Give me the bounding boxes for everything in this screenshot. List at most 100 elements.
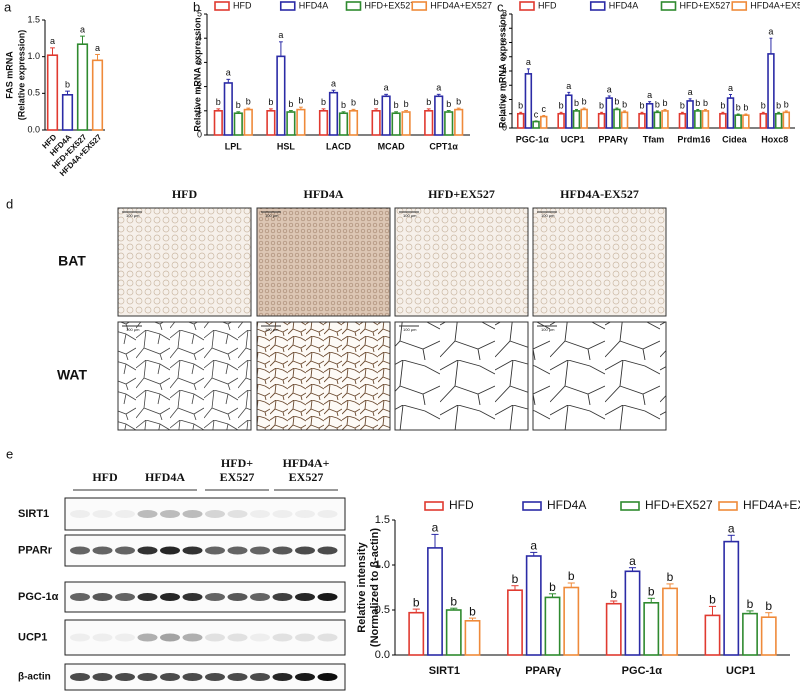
- column-header: HFD: [172, 187, 198, 201]
- significance-letter: a: [526, 57, 531, 67]
- y-axis-label: Relative intensity: [356, 541, 368, 632]
- blot-band: [70, 633, 90, 642]
- y-tick-label: 0.0: [27, 124, 40, 134]
- bar: [643, 601, 660, 656]
- significance-letter: b: [784, 99, 789, 109]
- protein-label: β-actin: [18, 672, 51, 683]
- blot-band: [70, 546, 90, 555]
- x-tick-label: PGC-1α: [622, 665, 663, 677]
- micrograph: [117, 321, 252, 431]
- blot-band: [227, 593, 248, 601]
- bar: [381, 95, 391, 136]
- legend-swatch: [214, 1, 230, 11]
- bar: [76, 43, 89, 131]
- legend-swatch: [589, 1, 606, 11]
- bar: [760, 616, 777, 656]
- legend-swatch: [519, 1, 535, 11]
- y-tick-label: 1.5: [27, 14, 40, 24]
- bar: [742, 114, 750, 129]
- blot-band: [317, 673, 338, 681]
- blot-band: [250, 593, 270, 601]
- y-tick-label: 0.5: [27, 88, 40, 98]
- significance-letter: a: [607, 84, 612, 94]
- bar: [276, 55, 286, 136]
- bar: [338, 112, 349, 136]
- bar: [223, 82, 233, 136]
- micrograph: [256, 207, 391, 317]
- legend-swatch: [279, 1, 296, 11]
- blot-band: [295, 633, 315, 642]
- blot-band: [92, 633, 113, 642]
- significance-letter: b: [394, 100, 399, 110]
- legend-swatch: [345, 1, 362, 11]
- blot-band: [115, 510, 135, 518]
- significance-letter: a: [629, 554, 636, 568]
- blot-band: [92, 593, 113, 601]
- blot-band: [92, 546, 113, 555]
- bar: [427, 547, 443, 656]
- blot-band: [295, 510, 315, 518]
- significance-letter: a: [768, 27, 773, 37]
- blot-band: [227, 633, 248, 642]
- blot-band: [295, 546, 315, 555]
- bar: [701, 110, 710, 129]
- bar: [605, 97, 613, 129]
- significance-letter: b: [518, 101, 523, 111]
- bar: [742, 612, 758, 656]
- legend-label: HFD4A+EX527: [430, 0, 492, 10]
- significance-letter: b: [743, 102, 748, 112]
- blot-band: [317, 510, 338, 518]
- legend-swatch: [522, 501, 542, 511]
- blot-band: [137, 633, 158, 642]
- blot-band: [250, 633, 270, 642]
- bar: [434, 95, 444, 136]
- blot-band: [137, 673, 158, 681]
- bar: [620, 111, 629, 129]
- x-tick-label: Hoxc8: [761, 134, 788, 144]
- bar: [524, 73, 533, 129]
- bar: [638, 112, 646, 129]
- legend-label: HFD+EX527: [645, 498, 713, 512]
- y-tick-label: 1: [197, 105, 202, 115]
- micrograph: [532, 321, 667, 431]
- legend-swatch: [424, 501, 444, 511]
- significance-letter: b: [321, 97, 326, 107]
- significance-letter: b: [469, 604, 476, 618]
- bar: [678, 112, 687, 129]
- blot-group-label: EX527: [289, 470, 324, 484]
- significance-letter: a: [688, 87, 693, 97]
- blot-band: [250, 510, 270, 518]
- blot-strip: [64, 497, 346, 531]
- y-axis-label: FAS mRNA: [4, 51, 14, 99]
- bar: [572, 110, 581, 129]
- bar: [444, 111, 454, 136]
- blot-band: [295, 593, 315, 601]
- y-tick-label: 4: [197, 33, 202, 43]
- bar: [286, 111, 296, 136]
- significance-letter: c: [534, 109, 539, 119]
- significance-letter: b: [703, 98, 708, 108]
- blot-group-label: HFD+: [221, 456, 253, 470]
- bar: [726, 97, 735, 129]
- bar: [532, 120, 540, 129]
- bar: [371, 110, 381, 136]
- legend-label: HFD4A: [609, 0, 639, 10]
- bar: [464, 619, 481, 656]
- blot-band: [70, 673, 90, 681]
- significance-letter: a: [647, 90, 652, 100]
- blot-band: [160, 593, 180, 601]
- bar: [597, 112, 606, 129]
- bar: [734, 114, 742, 129]
- legend-label: HFD4A: [547, 498, 586, 512]
- bar: [266, 110, 276, 136]
- row-label: WAT: [57, 367, 88, 383]
- blot-band: [137, 510, 158, 518]
- blot-band: [92, 510, 113, 518]
- protein-label: PGC-1α: [18, 591, 59, 603]
- significance-letter: b: [568, 569, 575, 583]
- significance-letter: b: [614, 96, 619, 106]
- significance-letter: b: [298, 96, 303, 106]
- significance-letter: b: [65, 80, 70, 90]
- scale-bar-label: 100 μm: [126, 213, 140, 218]
- blot-band: [182, 593, 203, 601]
